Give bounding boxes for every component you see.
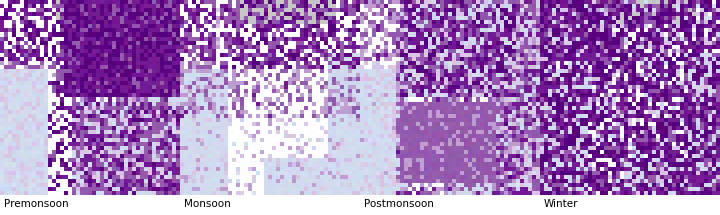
Text: Monsoon: Monsoon	[184, 199, 230, 209]
Text: Postmonsoon: Postmonsoon	[364, 199, 433, 209]
Text: Premonsoon: Premonsoon	[4, 199, 68, 209]
Text: Winter: Winter	[544, 199, 578, 209]
